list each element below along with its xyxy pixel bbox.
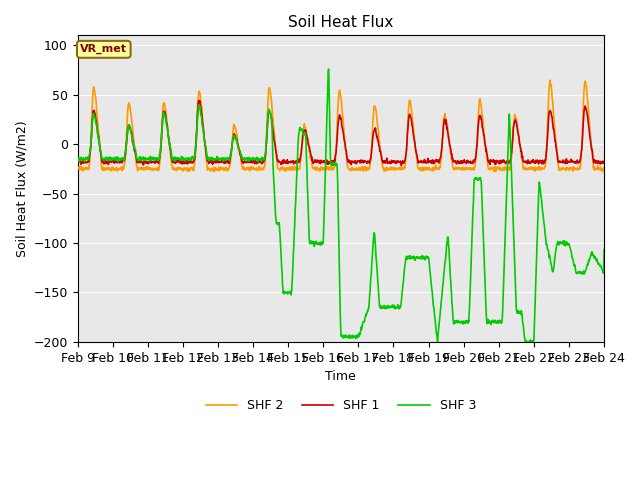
SHF 1 xyxy=(423,160,431,166)
Line: SHF 2: SHF 2 xyxy=(77,80,604,172)
SHF 3 xyxy=(423,254,431,260)
Y-axis label: Soil Heat Flux (W/m2): Soil Heat Flux (W/m2) xyxy=(15,120,28,257)
SHF 1 xyxy=(195,97,203,103)
Title: Soil Heat Flux: Soil Heat Flux xyxy=(288,15,394,30)
SHF 3 xyxy=(523,340,531,346)
SHF 1 xyxy=(492,158,500,164)
X-axis label: Time: Time xyxy=(326,370,356,383)
SHF 1 xyxy=(191,156,198,162)
SHF 2 xyxy=(600,165,608,171)
SHF 1 xyxy=(600,160,608,166)
SHF 2 xyxy=(178,167,186,172)
SHF 3 xyxy=(250,156,257,162)
SHF 3 xyxy=(538,205,546,211)
SHF 3 xyxy=(492,317,499,323)
Line: SHF 1: SHF 1 xyxy=(77,100,604,166)
Legend: SHF 2, SHF 1, SHF 3: SHF 2, SHF 1, SHF 3 xyxy=(201,394,481,417)
Line: SHF 3: SHF 3 xyxy=(77,69,604,343)
SHF 2 xyxy=(492,164,499,169)
SHF 1 xyxy=(397,163,405,168)
SHF 3 xyxy=(178,156,186,162)
SHF 3 xyxy=(600,247,608,252)
SHF 3 xyxy=(324,66,332,72)
Text: VR_met: VR_met xyxy=(80,44,127,54)
SHF 1 xyxy=(74,159,81,165)
SHF 1 xyxy=(538,159,546,165)
SHF 2 xyxy=(599,169,607,175)
SHF 3 xyxy=(74,157,81,163)
SHF 2 xyxy=(538,166,545,172)
SHF 2 xyxy=(191,160,198,166)
SHF 1 xyxy=(250,159,258,165)
SHF 1 xyxy=(178,161,186,167)
SHF 2 xyxy=(74,166,81,172)
SHF 2 xyxy=(250,164,257,170)
SHF 3 xyxy=(191,152,198,158)
SHF 2 xyxy=(546,77,554,83)
SHF 2 xyxy=(422,165,430,171)
